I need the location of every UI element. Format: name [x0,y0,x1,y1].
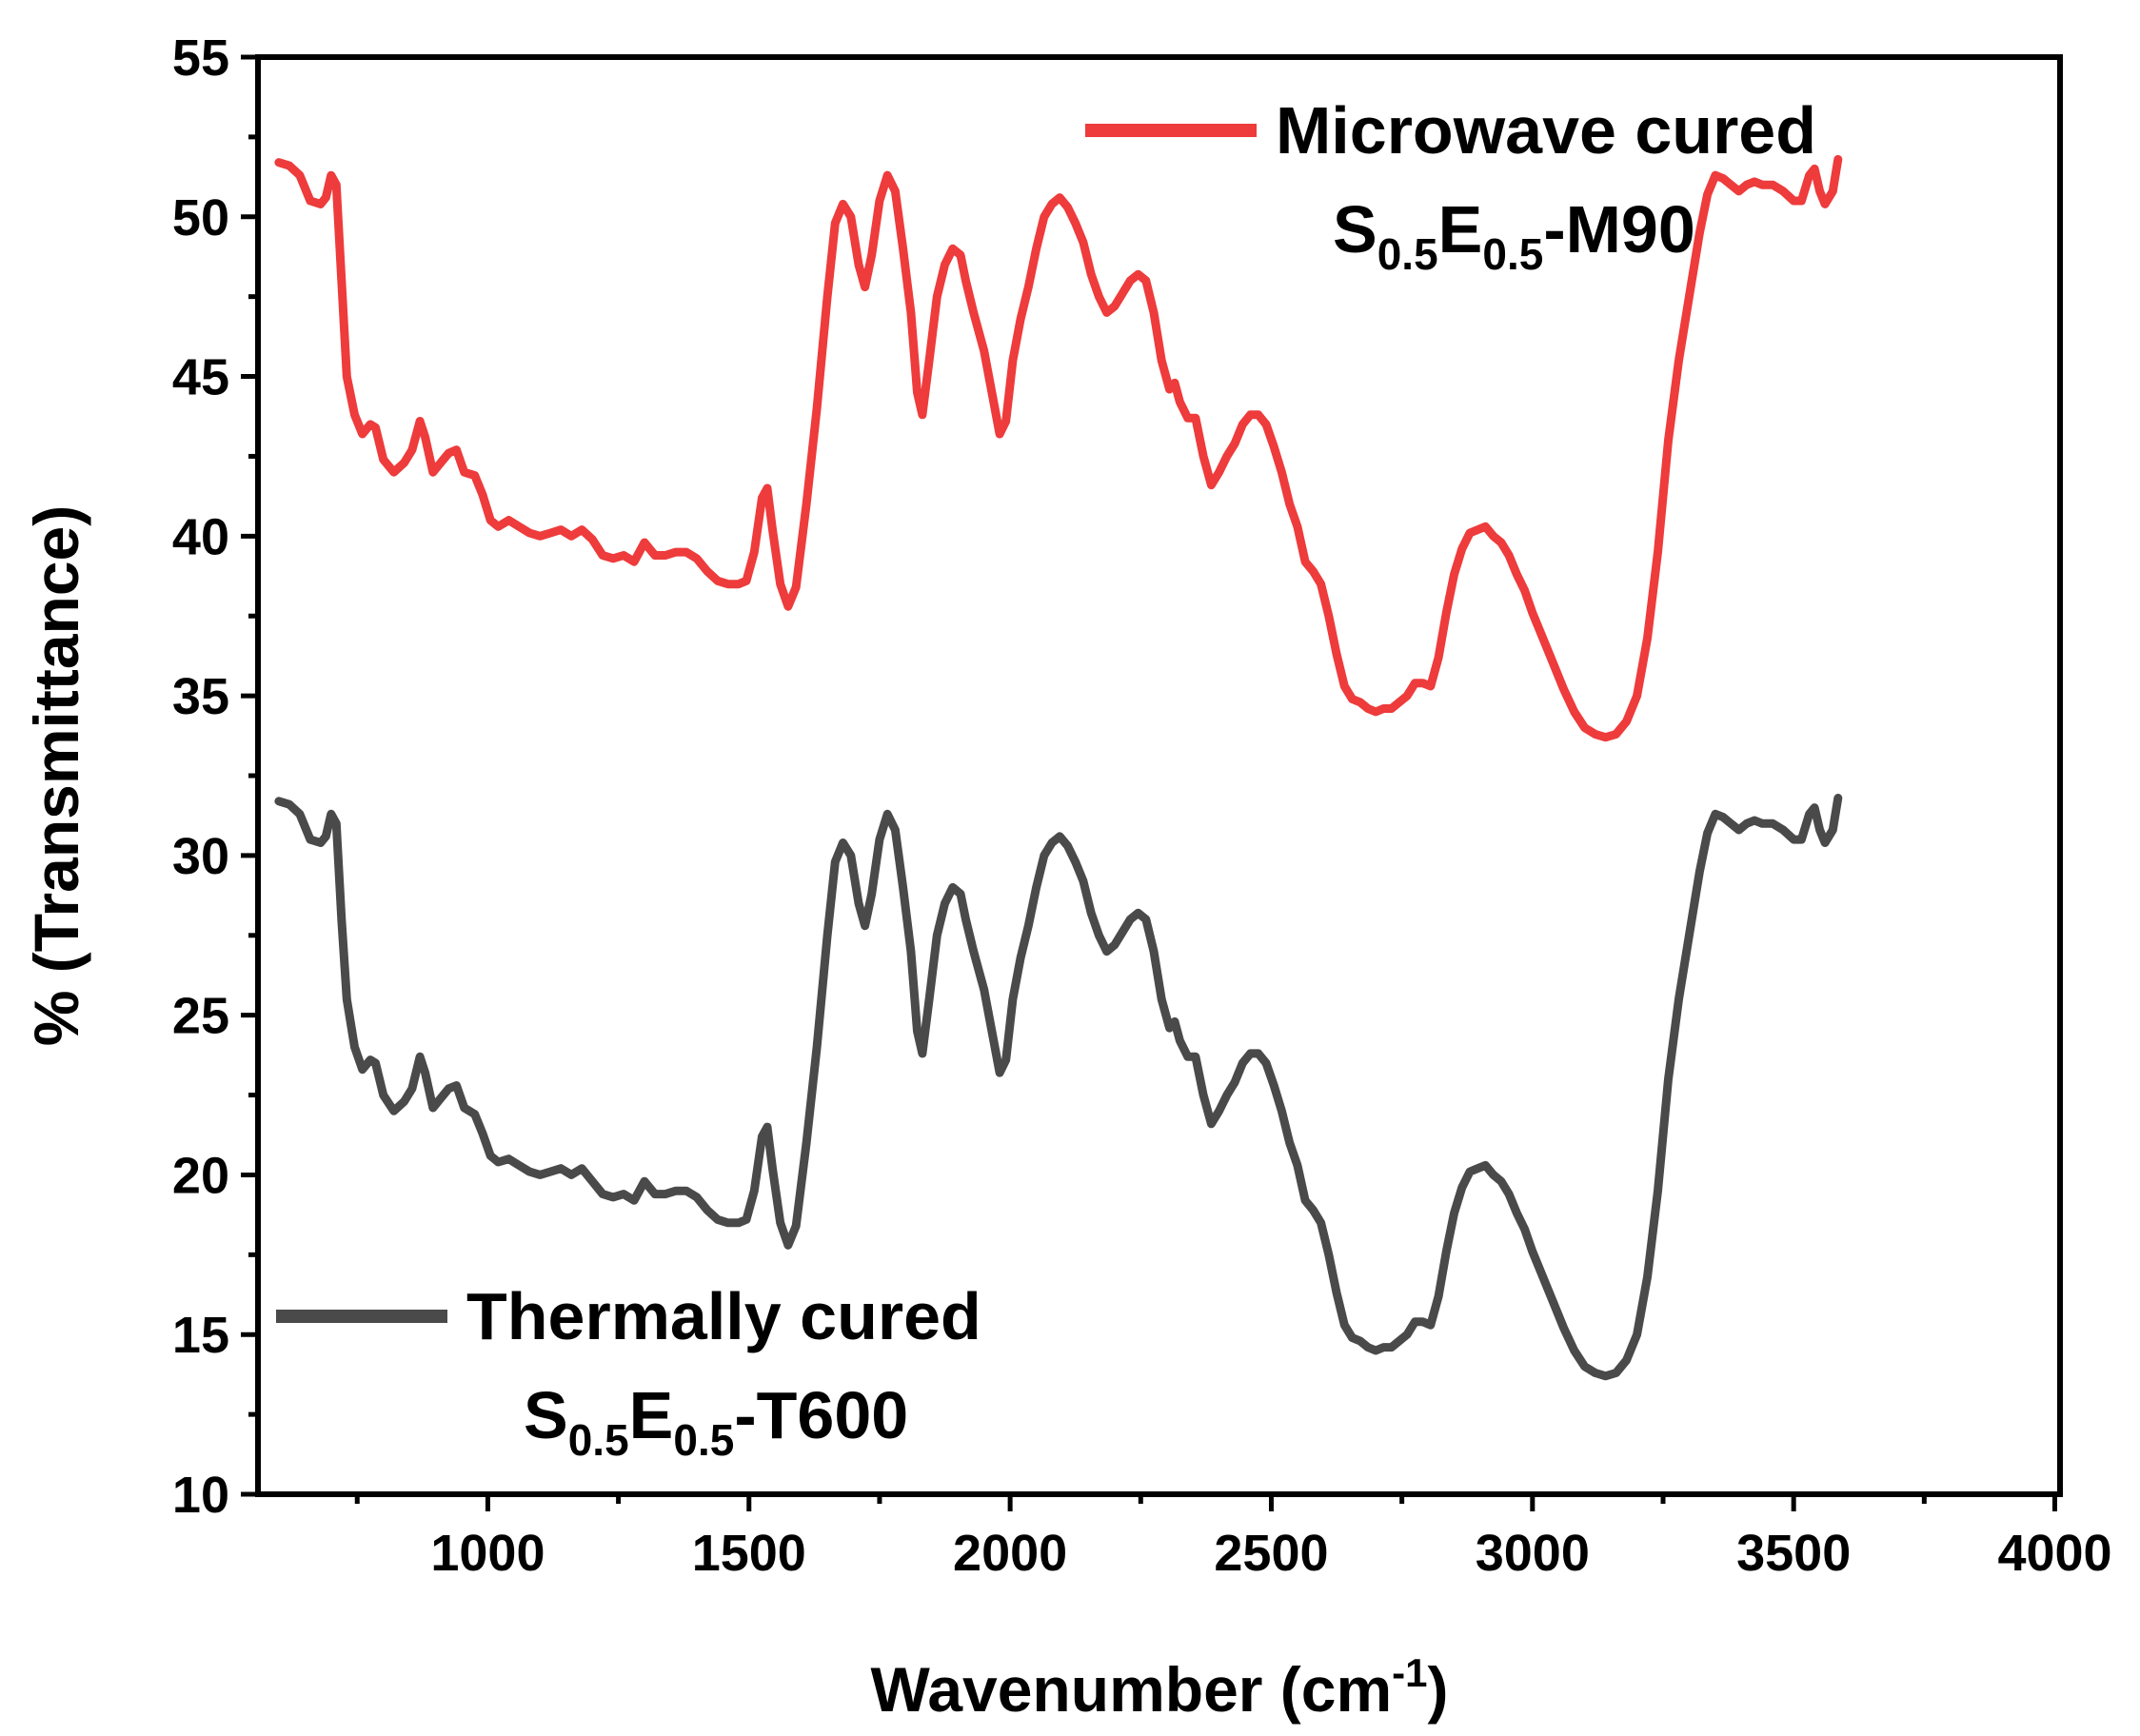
formula-part: -T600 [734,1378,908,1452]
x-tick-label: 4000 [1997,1525,2111,1582]
formula-subscript: 0.5 [1482,229,1543,279]
y-ticks: 10 15 20 25 30 35 40 45 50 55 [172,30,258,1524]
x-ticks: 1000 1500 2000 2500 3000 3500 4000 [354,1494,2112,1582]
legend-formula-thermal: S0.5E0.5-T600 [524,1378,908,1465]
x-tick-label: 2500 [1214,1525,1328,1582]
legend-thermal: Thermally cured S0.5E0.5-T600 [276,1279,981,1465]
y-tick-label: 35 [172,668,229,725]
series-group [274,154,1843,1381]
x-tick-label: 3500 [1736,1525,1851,1582]
y-tick-label: 20 [172,1147,229,1204]
series-line-microwave [274,154,1843,742]
x-tick-label: 1500 [692,1525,806,1582]
legend-label-thermal: Thermally cured [466,1279,981,1353]
formula-subscript: 0.5 [673,1415,734,1465]
legend-label-microwave: Microwave cured [1276,93,1816,168]
y-tick-label: 15 [172,1307,229,1364]
series-line-thermal [274,794,1843,1381]
x-axis-title-main: Wavenumber (cm [870,1654,1392,1725]
y-tick-label: 30 [172,828,229,885]
formula-subscript: 0.5 [1377,229,1438,279]
y-tick-label: 25 [172,988,229,1045]
y-tick-label: 10 [172,1467,229,1524]
formula-part: S [1333,192,1377,266]
x-tick-label: 2000 [953,1525,1067,1582]
x-axis-title-close: ) [1428,1654,1449,1725]
x-tick-label: 1000 [430,1525,545,1582]
x-axis-title-sup: -1 [1392,1650,1427,1695]
y-tick-label: 40 [172,508,229,565]
legend-formula-microwave: S0.5E0.5-M90 [1333,192,1695,279]
formula-part: S [524,1378,568,1452]
formula-subscript: 0.5 [568,1415,629,1465]
formula-part: E [1438,192,1483,266]
formula-part: -M90 [1543,192,1694,266]
x-tick-label: 3000 [1476,1525,1590,1582]
formula-part: E [629,1378,674,1452]
y-tick-label: 45 [172,349,229,406]
y-tick-label: 55 [172,30,229,87]
y-axis-title: % (Transmittance) [21,505,91,1046]
legend-microwave: Microwave cured S0.5E0.5-M90 [1085,93,1816,279]
y-tick-label: 50 [172,189,229,247]
x-axis-title: Wavenumber (cm-1) [870,1650,1448,1725]
plot-frame [255,54,2063,1497]
